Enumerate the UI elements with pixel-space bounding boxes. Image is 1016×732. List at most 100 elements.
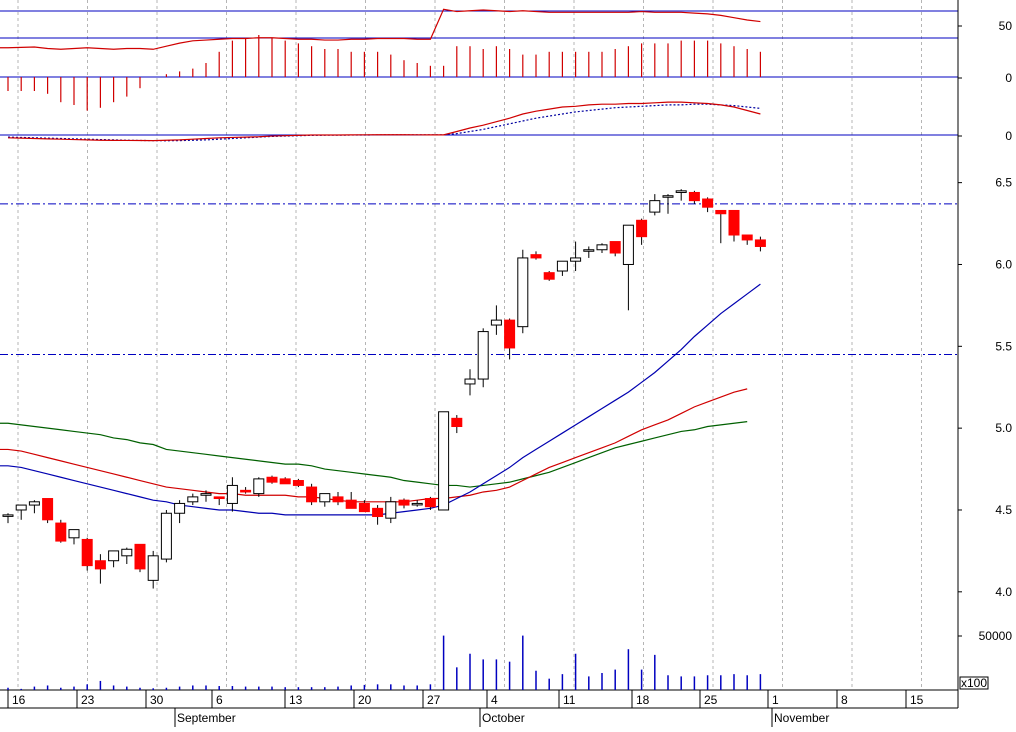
candle-body-34 xyxy=(451,417,463,428)
day-label-1: 23 xyxy=(81,693,95,707)
candle-body-42 xyxy=(556,260,568,272)
rsi-axis-label: 50 xyxy=(999,19,1013,33)
candle-body-48 xyxy=(636,219,648,238)
day-label-3: 6 xyxy=(216,693,223,707)
macd-axis-label: 0 xyxy=(1005,129,1012,143)
candle-body-18 xyxy=(240,489,252,493)
candle-body-12 xyxy=(160,512,172,560)
candle-body-9 xyxy=(121,548,133,557)
candle-body-57 xyxy=(754,239,766,247)
candle-body-16 xyxy=(213,496,225,500)
volume-unit-label: x100 xyxy=(961,676,987,690)
price-axis-1-label: 6.0 xyxy=(995,257,1012,271)
candle-body-2 xyxy=(28,501,40,506)
day-label-8: 11 xyxy=(563,693,576,707)
candle-body-10 xyxy=(134,543,146,570)
day-label-13: 15 xyxy=(910,693,924,707)
month-label-1: October xyxy=(482,711,525,725)
price-panel xyxy=(0,189,766,589)
day-label-2: 30 xyxy=(150,693,164,707)
moving-average-short xyxy=(0,283,761,516)
candle-body-35 xyxy=(464,378,476,385)
rsi-line xyxy=(0,8,761,50)
candle-body-23 xyxy=(306,486,318,503)
candle-body-32 xyxy=(424,498,436,508)
candle-body-24 xyxy=(319,493,331,503)
day-label-4: 13 xyxy=(289,693,303,707)
candle-body-0 xyxy=(2,514,14,517)
candle-body-20 xyxy=(266,476,278,483)
price-axis-5-label: 4.0 xyxy=(995,585,1012,599)
day-label-6: 27 xyxy=(427,693,441,707)
candle-body-49 xyxy=(649,200,661,213)
candle-body-11 xyxy=(147,555,159,581)
candle-body-41 xyxy=(543,272,555,280)
candle-body-40 xyxy=(530,254,542,259)
candle-body-26 xyxy=(345,499,357,509)
day-label-5: 20 xyxy=(358,693,372,707)
candle-body-52 xyxy=(688,191,700,202)
macd-line xyxy=(7,101,761,142)
candle-body-8 xyxy=(108,550,120,562)
candle-body-50 xyxy=(662,195,674,198)
candle-body-43 xyxy=(570,257,582,262)
macd-panel xyxy=(7,101,761,142)
candle-body-25 xyxy=(332,496,344,503)
candle-body-36 xyxy=(477,331,489,380)
hist-axis-label: 0 xyxy=(1005,71,1012,85)
candle-body-56 xyxy=(741,234,753,241)
candle-body-29 xyxy=(385,501,397,519)
month-label-0: September xyxy=(177,711,236,725)
day-label-0: 16 xyxy=(12,693,26,707)
candle-body-28 xyxy=(372,507,384,518)
day-label-10: 25 xyxy=(704,693,718,707)
candle-body-33 xyxy=(438,411,450,511)
candle-body-3 xyxy=(42,498,54,521)
moving-average-mid xyxy=(0,388,748,503)
candle-body-31 xyxy=(411,502,423,506)
day-label-11: 1 xyxy=(772,693,779,707)
price-axis-3-label: 5.0 xyxy=(995,421,1012,435)
candle-body-13 xyxy=(174,502,186,514)
price-axis-2-label: 5.5 xyxy=(995,339,1012,353)
price-axis-4-label: 4.5 xyxy=(995,503,1012,517)
candle-body-47 xyxy=(622,224,634,265)
candle-body-39 xyxy=(517,257,529,328)
volume-unit-box xyxy=(959,676,989,690)
candle-body-21 xyxy=(279,478,291,485)
rsi-panel xyxy=(0,8,761,50)
candle-body-5 xyxy=(68,529,80,539)
candle-body-45 xyxy=(596,244,608,251)
candle-body-54 xyxy=(715,209,727,215)
day-label-12: 8 xyxy=(841,693,848,707)
histogram-panel xyxy=(7,35,762,111)
candle-body-17 xyxy=(226,484,238,504)
candle-body-14 xyxy=(187,496,199,503)
candle-body-19 xyxy=(253,478,265,495)
candle-body-38 xyxy=(504,319,516,349)
volume-panel xyxy=(7,635,762,690)
volume-axis-label: 50000 xyxy=(979,629,1013,643)
candle-body-53 xyxy=(702,198,714,208)
candle-body-1 xyxy=(15,504,27,511)
moving-average-long xyxy=(0,421,748,488)
month-label-2: November xyxy=(774,711,829,725)
candle-body-55 xyxy=(728,209,740,236)
candle-body-44 xyxy=(583,249,595,252)
candle-body-6 xyxy=(81,538,93,567)
candle-body-4 xyxy=(55,522,67,542)
candle-body-46 xyxy=(609,241,621,254)
candle-body-30 xyxy=(398,499,410,506)
candle-body-15 xyxy=(200,493,212,496)
candle-body-37 xyxy=(490,319,502,326)
axes: 50 0 0 6.5 6.0 5.5 5.0 4.5 4.0 50000 x100 16 23 30 6 13… xyxy=(7,19,1013,727)
day-label-7: 4 xyxy=(491,693,498,707)
candle-body-27 xyxy=(358,502,370,513)
panel-frames xyxy=(0,0,959,709)
price-axis-0-label: 6.5 xyxy=(995,176,1012,190)
candle-body-51 xyxy=(675,190,687,193)
candle-body-7 xyxy=(94,560,106,570)
candle-body-22 xyxy=(292,480,304,486)
